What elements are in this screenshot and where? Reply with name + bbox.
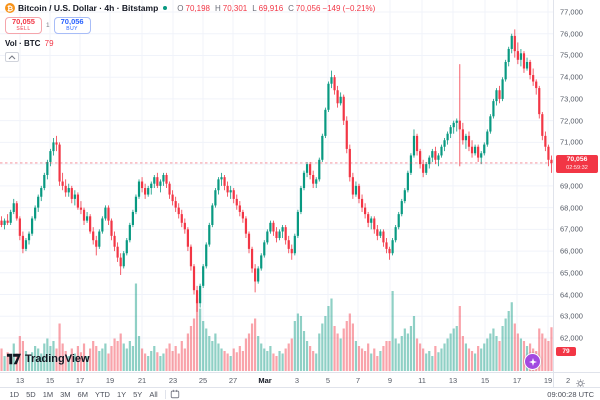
buy-price: 70,056 [60,17,84,27]
time-axis-label: 27 [228,376,238,385]
price-axis-label: 75,000 [560,50,583,60]
low-key: L [252,3,257,13]
close-key: C [288,3,294,13]
utc-clock[interactable]: 09:00:28 UTC [547,389,594,399]
price-axis-label: 76,000 [560,29,583,39]
candles-layer [0,29,553,312]
low-value: 69,916 [258,3,284,13]
volume-axis-badge: 79 [556,347,576,356]
price-axis-label: 67,000 [560,224,583,234]
candle-countdown: 02:59:32 [566,164,588,171]
time-axis-label: 23 [168,376,178,385]
price-axis[interactable]: 70,056 02:59:32 79 77,000 76,000 75,000 74,… [553,0,600,387]
symbol-title[interactable]: Bitcoin / U.S. Dollar · 4h · Bitstamp [18,3,159,13]
last-price-value: 70,056 [566,156,588,164]
time-axis-label: 11 [418,376,426,385]
candlestick-chart[interactable] [0,0,553,372]
price-axis-label: 73,000 [560,94,583,104]
price-axis-label: 72,000 [560,116,583,126]
time-axis-label: Mar [258,376,272,385]
gear-icon[interactable] [576,375,585,393]
buy-label: BUY [66,25,79,32]
time-axis-label: 3 [294,376,300,385]
time-axis-label: 13 [15,376,25,385]
price-axis-label: 64,000 [560,290,583,300]
time-axis-label: 13 [448,376,458,385]
volume-indicator-legend[interactable]: Vol · BTC 79 [5,39,375,48]
chevron-up-icon [8,54,16,59]
range-3m[interactable]: 3M [57,390,74,399]
time-axis-label: 25 [198,376,208,385]
range-1y[interactable]: 1Y [113,390,129,399]
buy-button[interactable]: 70,056 BUY [53,17,91,34]
time-axis-label: 7 [355,376,361,385]
tradingview-logo-text: TradingView [25,353,90,365]
spark-promo-icon[interactable] [524,353,541,370]
bitcoin-icon: ₿ [5,3,15,13]
close-value: 70,056 [295,3,321,13]
tradingview-mark-icon [7,353,21,365]
toolbar-divider [165,389,167,399]
open-key: O [177,3,184,13]
range-1d[interactable]: 1D [6,390,23,399]
price-axis-label: 68,000 [560,203,583,213]
change-value: −149 (−0.21%) [322,3,376,13]
high-value: 70,301 [222,3,248,13]
time-axis[interactable]: 2 13 15 17 19 21 23 25 27 Mar 3 5 7 9 11 13 15 17 19 [0,372,600,388]
sell-price: 70,055 [12,17,35,27]
price-axis-label: 69,000 [560,181,583,191]
bottom-toolbar: 1D 5D 1M 3M 6M YTD 1Y 5Y All 09:00:28 UTC [0,387,600,400]
time-axis-label: 17 [75,376,85,385]
price-axis-label: 66,000 [560,246,583,256]
price-axis-label: 62,000 [560,333,583,343]
open-value: 70,198 [185,3,210,13]
volume-bars [0,283,553,371]
time-axis-label: 15 [480,376,490,385]
range-ytd[interactable]: YTD [91,390,113,399]
price-axis-label: 63,000 [560,311,583,321]
price-axis-label: 71,000 [560,137,583,147]
sell-button[interactable]: 70,055 SELL [5,17,42,34]
range-1m[interactable]: 1M [39,390,56,399]
chart-legend: ₿ Bitcoin / U.S. Dollar · 4h · Bitstamp … [5,3,375,62]
market-open-dot [163,6,168,10]
spread-value: 1 [46,22,50,29]
volume-value: 79 [44,39,54,48]
range-5d[interactable]: 5D [23,390,40,399]
last-price-badge: 70,056 02:59:32 [556,154,598,174]
sell-label: SELL [16,25,31,32]
sparkle-icon [528,357,537,366]
volume-label: Vol · BTC [5,39,41,48]
time-axis-label: 19 [543,376,553,385]
chart-pane[interactable]: ₿ Bitcoin / U.S. Dollar · 4h · Bitstamp … [0,0,553,372]
range-all[interactable]: All [146,390,161,399]
price-axis-label: 65,000 [560,268,583,278]
range-5y[interactable]: 5Y [130,390,146,399]
go-to-date-icon[interactable] [170,389,180,399]
time-axis-label: 17 [512,376,522,385]
time-axis-label: 5 [325,376,331,385]
time-axis-label: 19 [105,376,115,385]
time-axis-corner-label: 2 [566,376,571,385]
time-axis-label: 21 [137,376,147,385]
collapse-pane-button[interactable] [5,52,19,62]
range-6m[interactable]: 6M [74,390,91,399]
range-selector: 1D 5D 1M 3M 6M YTD 1Y 5Y All [6,390,161,399]
time-axis-label: 15 [45,376,55,385]
grid-lines [0,0,553,372]
tradingview-logo[interactable]: TradingView [7,353,90,365]
price-axis-label: 77,000 [560,7,583,17]
time-axis-label: 9 [387,376,393,385]
price-axis-label: 74,000 [560,72,583,82]
ohlc-values: O 70,198 H 70,301 L 69,916 C 70,056 −149… [174,4,375,13]
high-key: H [214,3,221,13]
